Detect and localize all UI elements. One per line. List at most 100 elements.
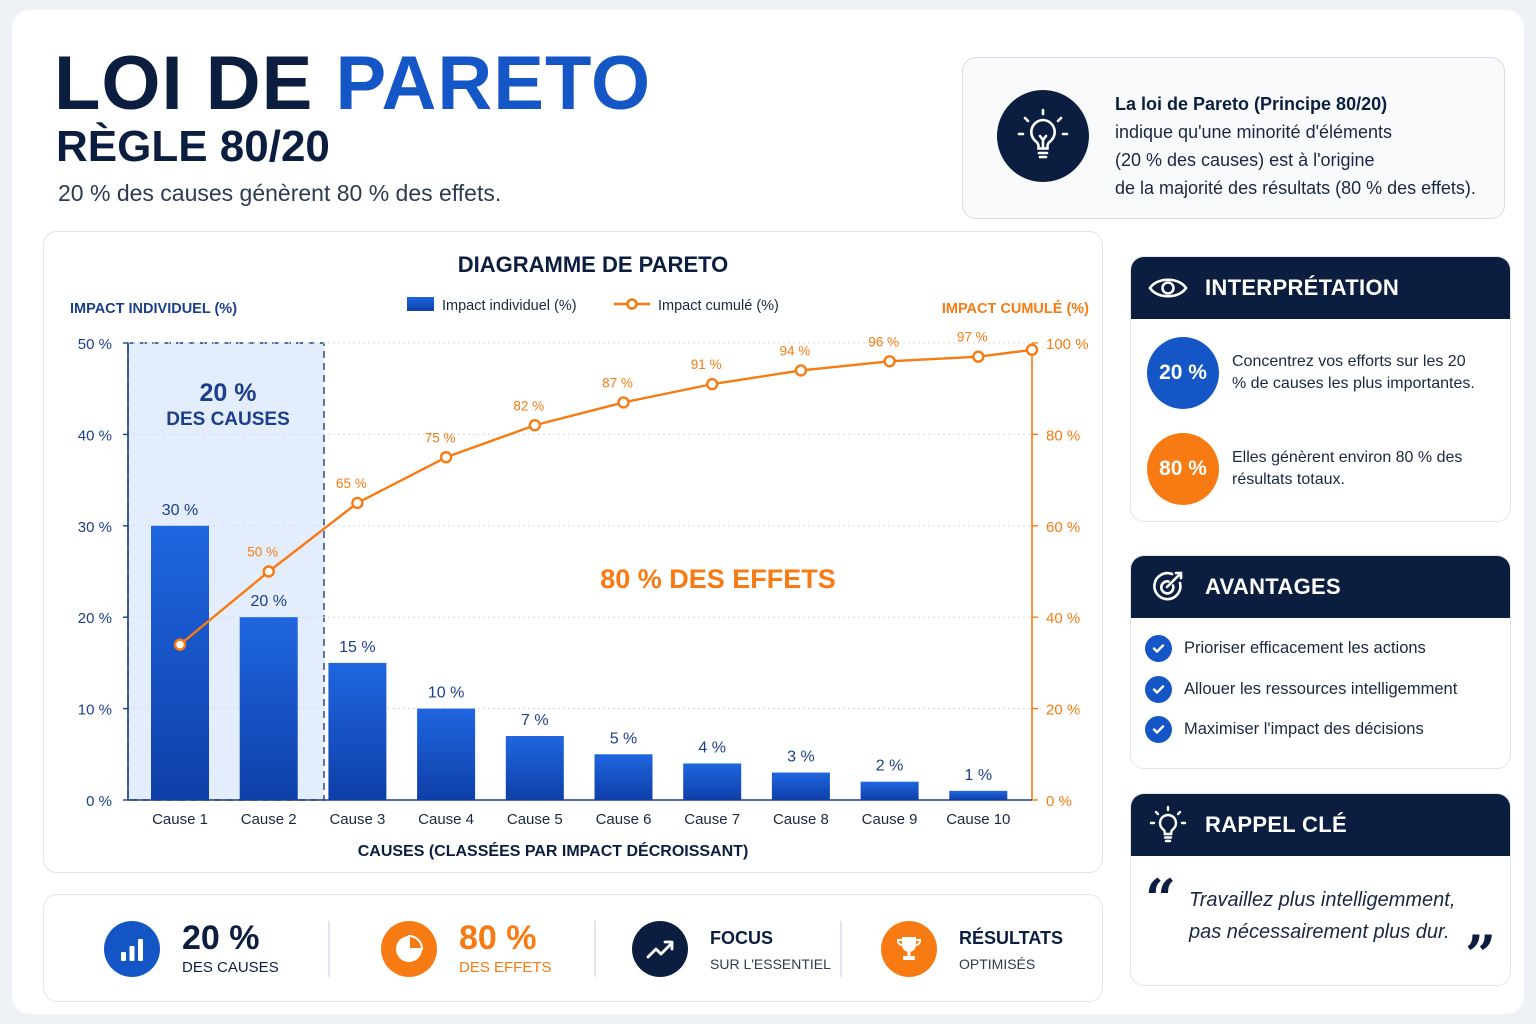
stat-value: 20 % — [182, 919, 260, 957]
highlight-caption: DES CAUSES — [166, 409, 290, 430]
cumulative-value-label: 87 % — [602, 375, 633, 390]
cumulative-point — [1025, 343, 1039, 357]
cumulative-value-label: 97 % — [957, 330, 988, 345]
cumulative-value-label: 94 % — [780, 343, 811, 358]
bar — [594, 754, 653, 800]
interpretation-header: INTERPRÉTATION — [1131, 257, 1510, 319]
cumulative-point — [262, 565, 275, 578]
legend-line-label: Impact cumulé (%) — [658, 298, 779, 314]
bar-value-label: 7 % — [521, 712, 549, 729]
stat-caption: DES CAUSES — [182, 959, 279, 976]
y-tick-label-left: 30 % — [78, 519, 112, 536]
cumulative-point — [972, 350, 985, 363]
page: LOI DE PARETO RÈGLE 80/20 20 % des cause… — [12, 10, 1524, 1014]
rappel-header: RAPPEL CLÉ — [1131, 794, 1510, 856]
cumulative-point — [706, 377, 719, 391]
x-tick-label: Cause 4 — [418, 811, 474, 828]
trophy-icon — [881, 921, 937, 977]
x-tick-label: Cause 10 — [946, 811, 1010, 828]
x-tick-label: Cause 2 — [241, 811, 297, 828]
y-tick-label-right: 20 % — [1046, 702, 1080, 719]
info-line: indique qu'une minorité d'éléments — [1115, 122, 1393, 142]
interpretation-panel: INTERPRÉTATION 20 % Concentrez vos effor… — [1130, 256, 1511, 522]
chart-title: DIAGRAMME DE PARETO — [458, 252, 729, 277]
bar — [328, 662, 387, 800]
info-text: La loi de Pareto (Principe 80/20) indiqu… — [1115, 90, 1495, 202]
bar — [417, 708, 476, 800]
x-tick-label: Cause 5 — [507, 811, 563, 828]
legend-bar-label: Impact individuel (%) — [442, 298, 577, 314]
y-axis-right-label: IMPACT CUMULÉ (%) — [942, 300, 1089, 317]
bar-value-label: 2 % — [876, 758, 904, 775]
divider — [840, 921, 842, 977]
bar-value-label: 30 % — [162, 502, 198, 519]
avantage-text: Prioriser efficacement les actions — [1184, 639, 1426, 657]
bar-value-label: 10 % — [428, 685, 464, 702]
y-tick-label-right: 60 % — [1046, 519, 1080, 536]
rappel-panel: RAPPEL CLÉ “ Travaillez plus intelligemm… — [1130, 793, 1511, 986]
y-tick-label-left: 50 % — [78, 336, 112, 353]
interpretation-text: Concentrez vos efforts sur les 20 % de c… — [1232, 353, 1475, 392]
lightbulb-icon — [1131, 805, 1205, 845]
cumulative-point — [439, 451, 453, 464]
avantage-text: Maximiser l'impact des décisions — [1184, 720, 1424, 738]
y-axis-left-label: IMPACT INDIVIDUEL (%) — [70, 301, 237, 317]
stat-causes: 20 % DES CAUSES — [104, 895, 279, 1003]
y-tick-label-right: 100 % — [1046, 336, 1089, 353]
y-tick-label-right: 40 % — [1046, 610, 1080, 627]
y-tick-label-right: 0 % — [1046, 793, 1072, 810]
quote-open-icon: “ — [1145, 867, 1177, 931]
x-tick-label: Cause 9 — [862, 811, 918, 828]
bar-value-label: 15 % — [339, 639, 375, 656]
bar — [151, 525, 209, 800]
bar — [239, 617, 298, 800]
page-subtitle: RÈGLE 80/20 — [56, 122, 330, 171]
legend-line-marker — [626, 298, 638, 310]
tagline: 20 % des causes génèrent 80 % des effets… — [58, 180, 502, 206]
trend-up-icon — [632, 921, 688, 977]
x-tick-label: Cause 6 — [596, 811, 652, 828]
pie-chart-icon — [381, 921, 437, 977]
cumulative-point — [883, 355, 896, 368]
cumulative-point — [173, 638, 187, 651]
bar-value-label: 3 % — [787, 749, 815, 766]
page-title: LOI DE PARETO — [54, 46, 651, 122]
stat-effets: 80 % DES EFFETS — [381, 895, 552, 1003]
bar — [860, 781, 919, 800]
avantages-panel: AVANTAGES Prioriser efficacement les act… — [1130, 555, 1511, 769]
cumulative-value-label: 91 % — [691, 357, 722, 372]
y-tick-label-right: 80 % — [1046, 427, 1080, 444]
badge-80: 80 % — [1147, 433, 1219, 505]
title-part-2: PARETO — [335, 41, 652, 126]
info-line: La loi de Pareto (Principe 80/20) — [1115, 94, 1388, 114]
info-line: de la majorité des résultats (80 % des e… — [1115, 178, 1476, 198]
divider — [328, 921, 330, 977]
avantage-text: Allouer les ressources intelligemment — [1184, 680, 1458, 698]
pareto-chart: 0 % 10 % 20 % 30 % 40 % 50 % 0 % 20 % 40 % 60 % 80… — [70, 252, 1089, 860]
bar-value-label: 5 % — [610, 730, 638, 747]
bar-chart-icon — [104, 921, 160, 977]
x-tick-label: Cause 3 — [329, 811, 385, 828]
eye-icon — [1131, 274, 1205, 302]
stat-caption: OPTIMISÉS — [959, 956, 1036, 972]
target-icon — [1131, 568, 1205, 606]
info-card: La loi de Pareto (Principe 80/20) indiqu… — [962, 57, 1505, 219]
bar-value-label: 4 % — [698, 739, 726, 756]
cumulative-point — [528, 419, 541, 432]
badge-20: 20 % — [1147, 337, 1219, 409]
bar — [683, 763, 742, 800]
avantage-item: Allouer les ressources intelligemment — [1145, 676, 1457, 703]
highlight-percent: 20 % — [200, 379, 257, 407]
legend-bar-swatch — [407, 297, 434, 311]
chart-card: 0 % 10 % 20 % 30 % 40 % 50 % 0 % 20 % 40 % 60 % 80… — [43, 231, 1103, 873]
stat-value: 80 % — [459, 919, 537, 957]
stat-value: FOCUS — [710, 928, 773, 948]
cumulative-point — [351, 496, 364, 510]
rappel-quote: Travaillez plus intelligemment, pas néce… — [1189, 889, 1456, 943]
y-tick-label-left: 0 % — [86, 793, 112, 810]
check-icon — [1145, 676, 1172, 703]
interpretation-title: INTERPRÉTATION — [1205, 275, 1400, 300]
interpretation-item: 80 % Elles génèrent environ 80 % des rés… — [1147, 433, 1482, 505]
stat-resultats: RÉSULTATS OPTIMISÉS — [881, 895, 1063, 1003]
lightbulb-icon — [997, 90, 1089, 182]
